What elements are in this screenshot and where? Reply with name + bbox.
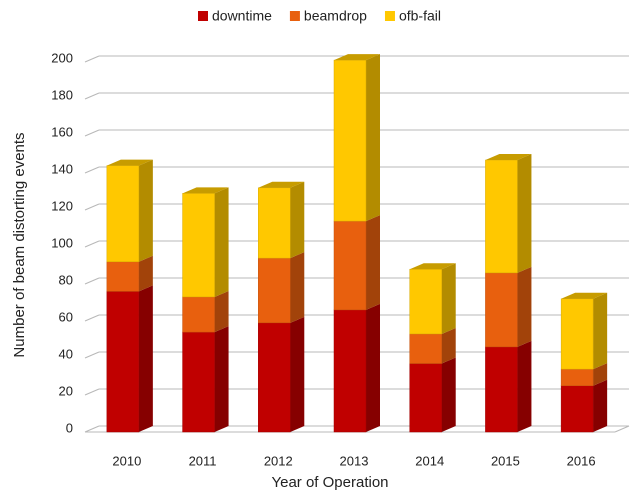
bar xyxy=(485,159,518,274)
y-tick-label: 20 xyxy=(59,383,73,398)
bar-side xyxy=(441,327,456,364)
x-tick-label: 2011 xyxy=(189,453,217,468)
grid-line-side xyxy=(84,55,100,63)
bar-side xyxy=(214,290,229,333)
bar-side xyxy=(441,357,456,432)
legend-swatch xyxy=(289,11,300,21)
bar-side xyxy=(441,263,456,334)
bar xyxy=(485,346,518,433)
bar-top xyxy=(409,263,456,270)
x-tick-label: 2014 xyxy=(415,453,444,468)
bar xyxy=(333,59,367,222)
bar-side xyxy=(290,316,305,432)
legend-label: downtime xyxy=(212,8,272,24)
bar-side xyxy=(593,292,608,370)
bar-side xyxy=(366,215,380,310)
bar xyxy=(258,322,291,433)
bar-side xyxy=(290,252,305,323)
bar xyxy=(333,220,367,311)
y-tick-label: 140 xyxy=(51,161,73,176)
grid-line-side xyxy=(84,277,100,285)
x-tick-label: 2013 xyxy=(340,453,369,468)
grid-line-side xyxy=(84,314,100,322)
y-tick-label: 160 xyxy=(51,124,73,139)
legend-swatch xyxy=(198,11,208,21)
legend-label: beamdrop xyxy=(304,8,367,24)
bar-side xyxy=(138,255,153,292)
bar-side xyxy=(593,379,608,432)
grid-line-side xyxy=(84,166,100,174)
bar xyxy=(182,193,215,298)
x-tick-label: 2010 xyxy=(112,453,141,468)
bar xyxy=(560,385,594,433)
floor-edge xyxy=(614,425,630,433)
x-tick-label: 2016 xyxy=(567,453,596,468)
grid-line-side xyxy=(84,129,100,137)
bar-side xyxy=(517,266,532,347)
y-tick-label: 180 xyxy=(51,87,73,102)
grid-line-side xyxy=(84,351,100,359)
bar xyxy=(258,257,291,324)
bar-side xyxy=(138,159,153,262)
x-tick-label: 2012 xyxy=(264,453,293,468)
bar xyxy=(182,331,215,433)
y-tick-label: 0 xyxy=(66,420,73,435)
x-axis-label: Year of Operation xyxy=(271,474,388,491)
x-tick-label: 2015 xyxy=(491,453,520,468)
bar xyxy=(258,187,291,259)
y-tick-label: 120 xyxy=(51,198,73,213)
bar xyxy=(182,296,215,333)
bar xyxy=(333,309,367,433)
legend-swatch xyxy=(384,11,395,21)
grid-line-side xyxy=(84,388,100,396)
bar xyxy=(106,261,140,292)
bar-side xyxy=(138,285,153,432)
bar-top xyxy=(182,187,229,194)
bar-side xyxy=(517,154,532,273)
bar xyxy=(106,165,140,263)
grid-line-side xyxy=(84,240,100,248)
bar-side xyxy=(290,181,305,259)
bar xyxy=(409,268,442,335)
bar-top xyxy=(258,181,305,188)
bar xyxy=(409,333,442,364)
bar-top xyxy=(106,159,153,166)
bar-top xyxy=(485,154,532,161)
bar-side xyxy=(214,187,229,297)
grid-line-side xyxy=(84,92,100,100)
y-tick-label: 100 xyxy=(51,235,73,250)
bar xyxy=(106,291,140,433)
grid-line-side xyxy=(84,203,100,211)
grid-line-side xyxy=(84,425,100,433)
bar-side xyxy=(593,363,608,386)
bar xyxy=(560,298,594,370)
bar-side xyxy=(366,54,380,222)
bar-top xyxy=(561,292,608,299)
bar-top xyxy=(334,54,380,61)
bar xyxy=(560,368,594,387)
y-tick-label: 200 xyxy=(51,50,73,65)
y-tick-label: 80 xyxy=(59,272,73,287)
bar-side xyxy=(366,303,380,432)
y-tick-label: 60 xyxy=(59,309,73,324)
bar xyxy=(485,272,518,348)
y-tick-label: 40 xyxy=(59,346,73,361)
legend-label: ofb-fail xyxy=(399,8,441,24)
bar-side xyxy=(214,326,229,432)
bar-side xyxy=(517,340,532,432)
y-axis-label: Number of beam distorting events xyxy=(11,132,28,357)
bar xyxy=(409,363,442,433)
